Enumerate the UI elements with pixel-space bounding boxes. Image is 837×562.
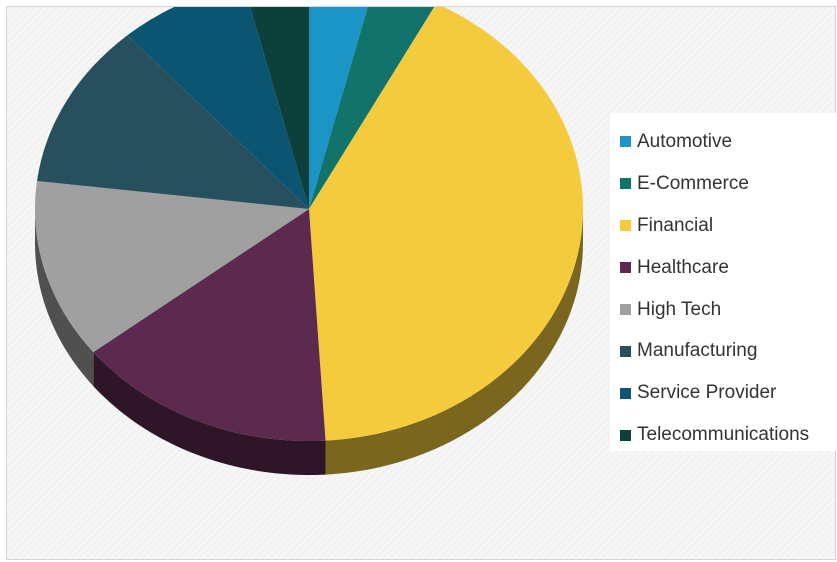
pie-side-financial bbox=[325, 209, 583, 475]
chart-area: Automotive E-Commerce Financial Healthcare H… bbox=[6, 6, 836, 560]
legend-swatch bbox=[620, 178, 631, 190]
legend-label: E-Commerce bbox=[637, 172, 749, 194]
legend-swatch bbox=[620, 262, 631, 274]
legend-swatch bbox=[620, 136, 631, 148]
pie-slice-e-commerce bbox=[309, 7, 435, 209]
pie-side-high-tech bbox=[35, 209, 94, 387]
legend-label: High Tech bbox=[637, 298, 722, 320]
legend-label: Manufacturing bbox=[637, 340, 758, 362]
legend-item-service-provider: Service Provider bbox=[620, 372, 836, 414]
legend-label: Healthcare bbox=[637, 256, 729, 278]
legend-item-e-commerce: E-Commerce bbox=[620, 163, 836, 205]
pie-slice-service-provider bbox=[127, 7, 309, 209]
legend-item-high-tech: High Tech bbox=[620, 289, 836, 331]
pie-slice-healthcare bbox=[93, 209, 326, 442]
pie-chart bbox=[35, 7, 583, 475]
legend-item-manufacturing: Manufacturing bbox=[620, 330, 836, 372]
legend-item-telecommunications: Telecommunications bbox=[620, 414, 836, 456]
legend-item-automotive: Automotive bbox=[620, 121, 836, 163]
legend-item-healthcare: Healthcare bbox=[620, 247, 836, 289]
pie-slice-high-tech bbox=[35, 181, 309, 353]
pie-slice-telecommunications bbox=[250, 7, 309, 209]
pie-depth-layer bbox=[35, 209, 583, 475]
legend-swatch bbox=[620, 429, 631, 441]
pie-side-healthcare bbox=[93, 352, 326, 475]
pie-top-layer bbox=[35, 7, 583, 442]
legend-label: Telecommunications bbox=[637, 424, 810, 446]
legend-swatch bbox=[620, 387, 631, 399]
legend-label: Financial bbox=[637, 214, 714, 236]
legend-label: Service Provider bbox=[637, 382, 777, 404]
legend-swatch bbox=[620, 304, 631, 315]
pie-slice-manufacturing bbox=[37, 35, 309, 209]
pie-slice-automotive bbox=[309, 7, 368, 209]
legend-swatch bbox=[620, 220, 631, 232]
pie-slice-financial bbox=[309, 7, 583, 441]
legend-swatch bbox=[620, 345, 631, 357]
legend-label: Automotive bbox=[637, 130, 733, 152]
legend: Automotive E-Commerce Financial Healthcare H… bbox=[610, 113, 836, 451]
legend-item-financial: Financial bbox=[620, 205, 836, 247]
